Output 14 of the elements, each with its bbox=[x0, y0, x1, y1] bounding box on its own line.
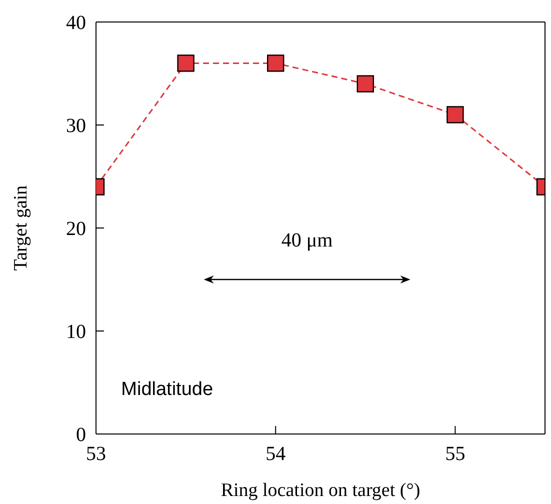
point bbox=[356, 75, 374, 92]
y-tick-label: 10 bbox=[66, 321, 86, 344]
y-tick-label: 20 bbox=[66, 218, 86, 240]
annotation: 40 μm bbox=[281, 230, 334, 252]
x-tick-label: 55 bbox=[445, 443, 466, 466]
y-tick-label: 40 bbox=[66, 12, 86, 34]
x-tick-label: 54 bbox=[266, 443, 286, 466]
y-tick-label: 0 bbox=[76, 424, 86, 446]
y-axis-title: Target gain bbox=[10, 184, 32, 271]
point bbox=[267, 54, 284, 72]
annotation: Midlatitude bbox=[121, 378, 214, 400]
x-axis-title: Ring location on target (°) bbox=[220, 480, 420, 501]
y-tick-label: 30 bbox=[66, 115, 86, 138]
x-tick-label: 53 bbox=[86, 443, 106, 466]
